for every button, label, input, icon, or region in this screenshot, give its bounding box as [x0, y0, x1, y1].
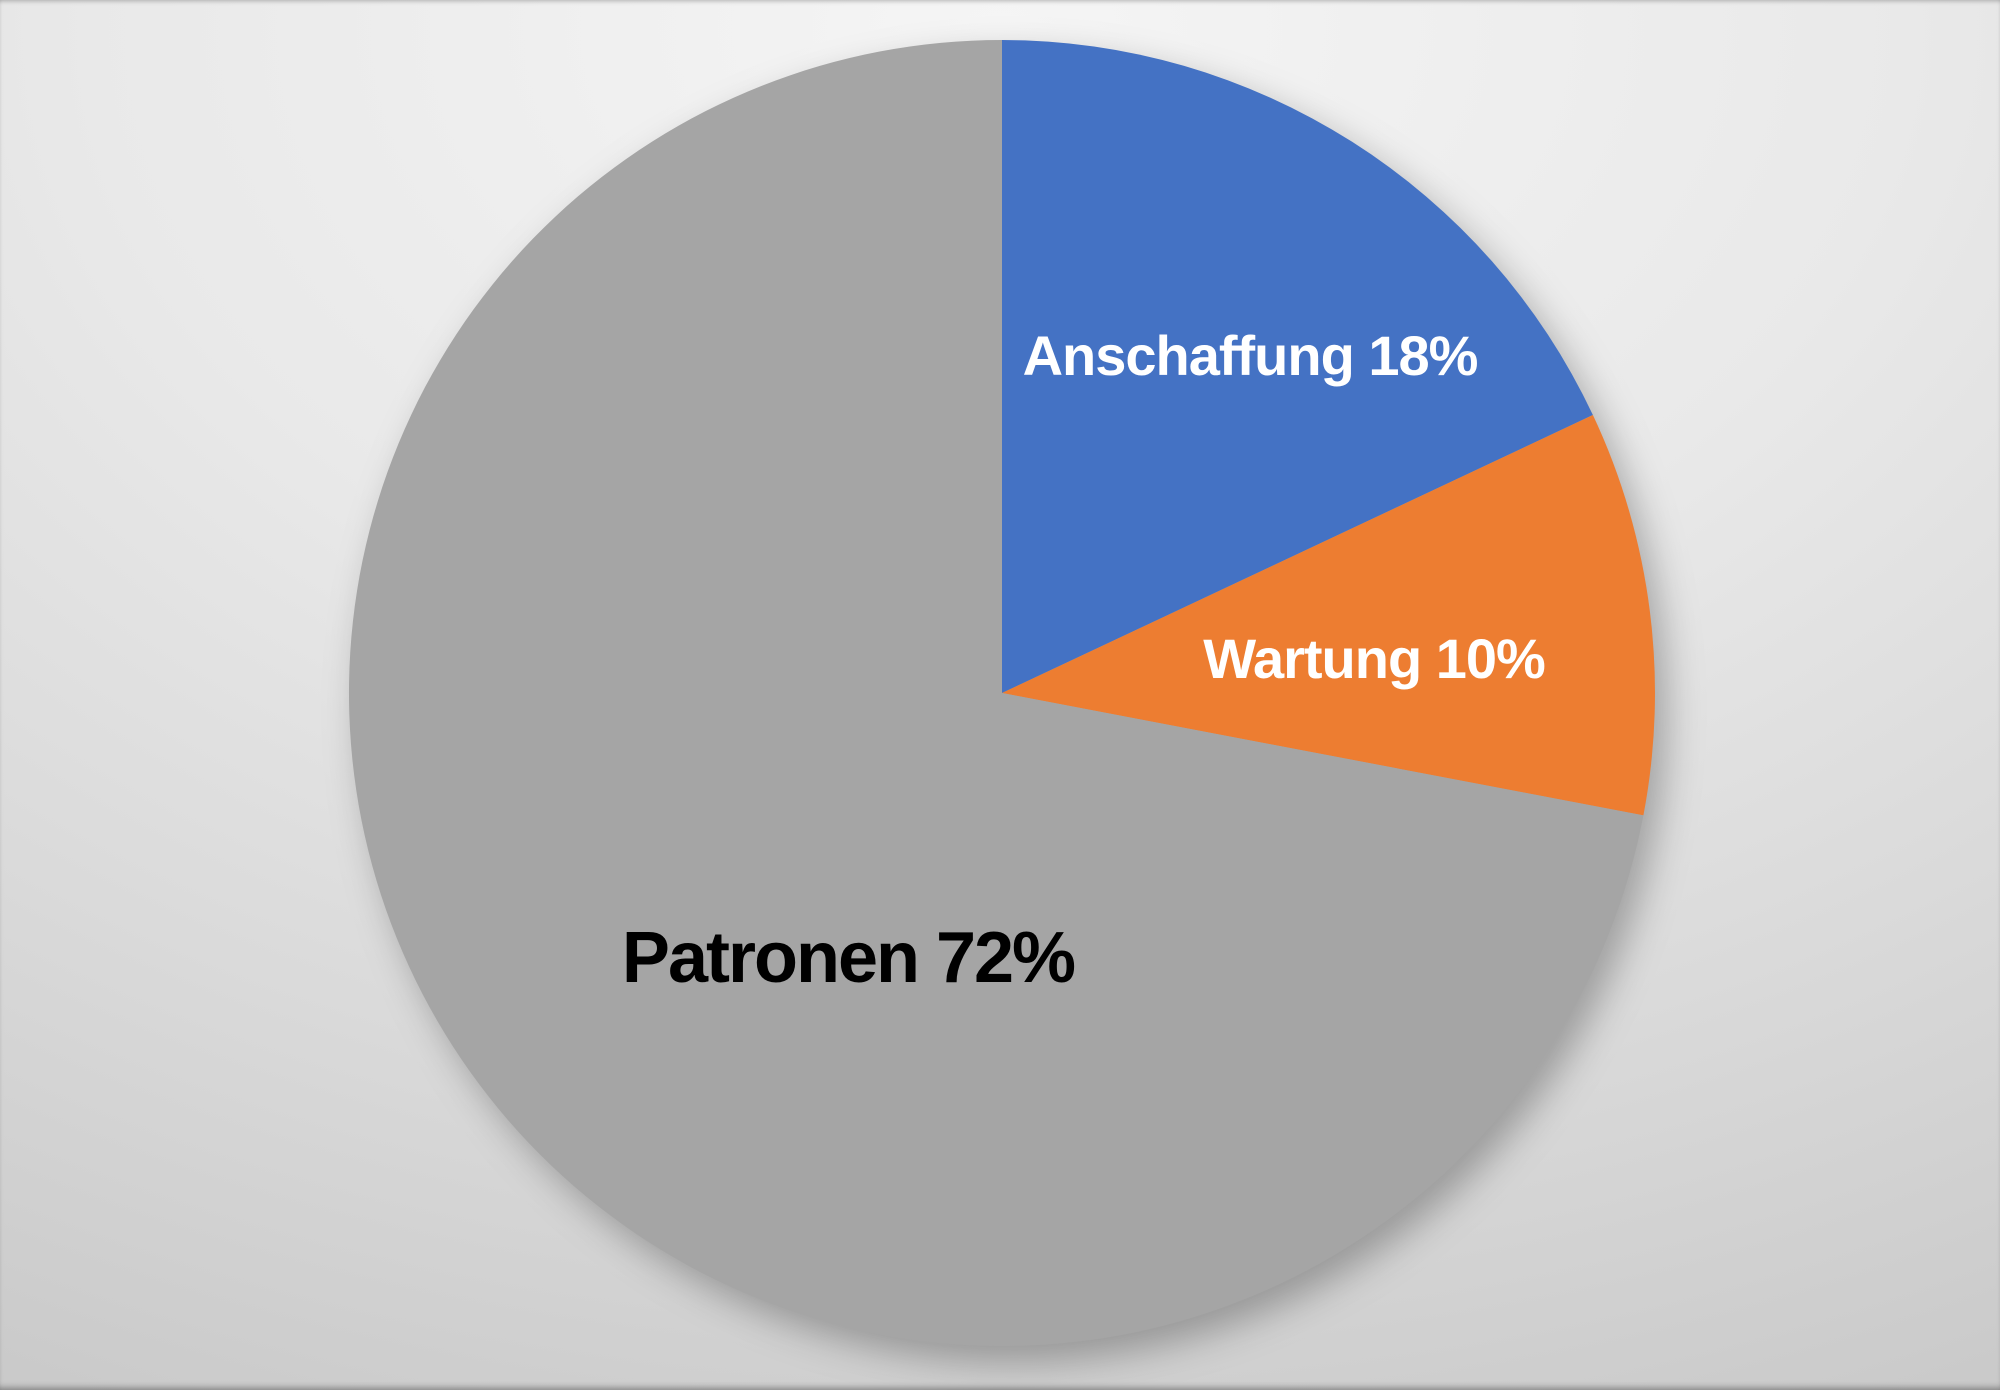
- pie-slice-patronen: [348, 39, 1644, 1347]
- pie-slice-wartung: [1002, 415, 1655, 816]
- pie-slices-group: [348, 39, 1655, 1347]
- pie-label-anschaffung: Anschaffung 18%: [1022, 323, 1479, 387]
- pie-label-patronen: Patronen 72%: [621, 917, 1076, 998]
- pie-label-wartung: Wartung 10%: [1203, 626, 1546, 690]
- pie-slice-anschaffung: [1002, 39, 1593, 693]
